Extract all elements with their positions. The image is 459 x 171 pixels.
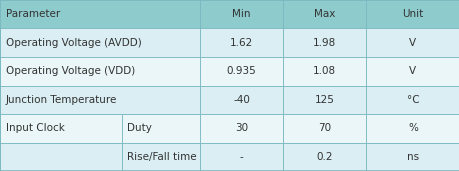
Text: V: V xyxy=(409,38,415,48)
Bar xyxy=(282,29,365,57)
Bar xyxy=(365,114,459,142)
Bar xyxy=(282,114,365,142)
Bar xyxy=(365,0,459,29)
Bar xyxy=(122,114,200,142)
Bar xyxy=(0,86,200,114)
Text: 0.935: 0.935 xyxy=(226,66,256,76)
Bar xyxy=(200,86,282,114)
Bar xyxy=(365,29,459,57)
Text: %: % xyxy=(407,123,417,133)
Text: Duty: Duty xyxy=(127,123,152,133)
Bar xyxy=(365,142,459,171)
Text: Parameter: Parameter xyxy=(6,9,60,19)
Text: ns: ns xyxy=(406,152,418,162)
Bar xyxy=(0,29,200,57)
Bar xyxy=(282,86,365,114)
Text: 70: 70 xyxy=(317,123,330,133)
Text: 125: 125 xyxy=(313,95,334,105)
Text: -: - xyxy=(239,152,243,162)
Text: Min: Min xyxy=(232,9,250,19)
Text: -40: -40 xyxy=(233,95,249,105)
Bar xyxy=(0,0,200,29)
Bar xyxy=(200,0,282,29)
Text: Operating Voltage (VDD): Operating Voltage (VDD) xyxy=(6,66,134,76)
Bar xyxy=(0,114,122,142)
Text: °C: °C xyxy=(406,95,418,105)
Text: 0.2: 0.2 xyxy=(315,152,332,162)
Text: 1.08: 1.08 xyxy=(312,66,335,76)
Text: Junction Temperature: Junction Temperature xyxy=(6,95,117,105)
Text: Input Clock: Input Clock xyxy=(6,123,64,133)
Text: Operating Voltage (AVDD): Operating Voltage (AVDD) xyxy=(6,38,141,48)
Bar xyxy=(365,86,459,114)
Bar xyxy=(200,114,282,142)
Text: 30: 30 xyxy=(235,123,247,133)
Bar xyxy=(200,29,282,57)
Bar xyxy=(282,142,365,171)
Text: Max: Max xyxy=(313,9,334,19)
Text: 1.62: 1.62 xyxy=(230,38,252,48)
Bar xyxy=(365,57,459,86)
Text: 1.98: 1.98 xyxy=(312,38,335,48)
Text: V: V xyxy=(409,66,415,76)
Bar xyxy=(282,57,365,86)
Bar xyxy=(282,0,365,29)
Bar xyxy=(0,57,200,86)
Bar xyxy=(200,57,282,86)
Bar xyxy=(200,142,282,171)
Bar xyxy=(0,142,122,171)
Bar xyxy=(122,142,200,171)
Text: Unit: Unit xyxy=(401,9,423,19)
Text: Rise/Fall time: Rise/Fall time xyxy=(127,152,196,162)
